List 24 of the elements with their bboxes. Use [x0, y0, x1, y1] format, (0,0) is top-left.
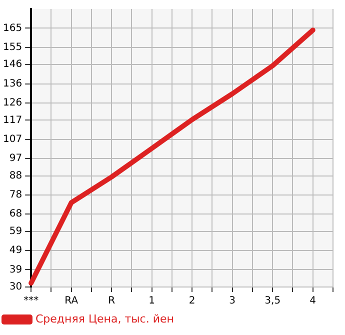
y-tick-label: 126: [2, 98, 22, 109]
y-tick-label: 107: [2, 134, 22, 145]
x-tick-label: 2: [188, 296, 196, 307]
y-tick-label: 88: [9, 170, 22, 182]
y-tick-label: 30: [9, 282, 22, 293]
y-tick-label: 39: [9, 264, 22, 276]
legend-label: Средняя Цена, тыс. йен: [36, 312, 174, 326]
x-tick-label: R: [108, 296, 116, 307]
x-tick-label: ***: [24, 296, 39, 307]
y-tick-label: 78: [9, 190, 22, 201]
y-tick-label: 59: [9, 226, 22, 237]
y-tick-label: 68: [9, 208, 22, 220]
y-tick-label: 146: [2, 59, 22, 70]
x-tick-label: 3: [229, 296, 236, 307]
y-tick-label: 165: [2, 22, 22, 34]
y-tick-label: 136: [2, 78, 22, 90]
y-tick-label: 97: [9, 153, 22, 164]
y-tick-label: 155: [2, 42, 22, 53]
y-tick-label: 117: [2, 114, 22, 126]
x-tick-label: 4: [310, 296, 316, 307]
x-tick-label: 1: [148, 296, 156, 307]
x-tick-label: 3,5: [264, 296, 281, 307]
y-tick-label: 49: [9, 245, 22, 256]
x-tick-label: RA: [64, 296, 78, 307]
